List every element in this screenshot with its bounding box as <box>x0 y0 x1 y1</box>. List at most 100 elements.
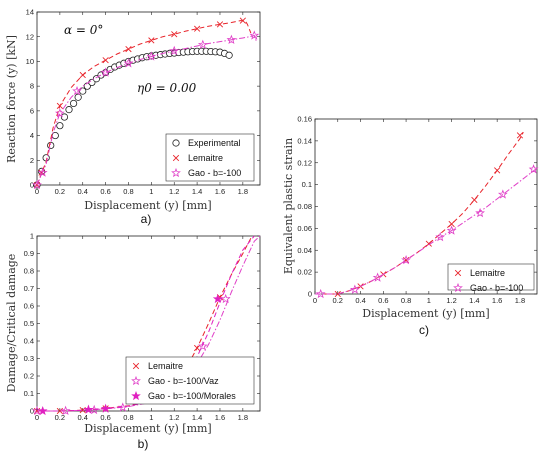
data-point-lemaitre <box>239 17 246 24</box>
x-tick-label: 1.4 <box>192 187 202 196</box>
x-tick-label: 1.6 <box>492 296 502 305</box>
legend-marker-gao-b-100 <box>453 282 463 293</box>
data-point-experimental <box>69 99 78 108</box>
data-point-experimental <box>65 106 73 114</box>
x-tick-label: 1.2 <box>169 187 179 196</box>
data-point-lemaitre <box>193 344 201 352</box>
series-line-gao-b-100 <box>315 167 538 295</box>
data-point-gao-b-100 <box>100 67 111 77</box>
legend-label-gao-b-100-vaz: Gao - b=-100/Vaz <box>148 376 219 386</box>
series-line-gao-b-100 <box>36 34 258 186</box>
data-point-experimental <box>47 141 55 150</box>
data-point-lemaitre <box>171 31 178 38</box>
x-tick-label: 1.2 <box>169 413 179 422</box>
y-tick-label: 4 <box>30 131 34 140</box>
y-tick-label: 0.08 <box>297 202 312 211</box>
x-tick-label: 0.2 <box>333 296 343 305</box>
legend-marker-lemaitre <box>172 154 180 162</box>
y-tick-label: 14 <box>26 8 34 17</box>
data-point-lemaitre <box>494 167 501 174</box>
y-tick-label: 0.9 <box>24 249 34 258</box>
legend-marker-gao-b-100 <box>171 167 181 178</box>
legend-box-a <box>165 133 255 182</box>
data-point-gao-b-100-morales <box>83 404 94 414</box>
x-tick-label: 0.6 <box>378 296 388 305</box>
legend-label-lemaitre: Lemaitre <box>470 268 505 278</box>
series-line-lemaitre <box>36 20 252 186</box>
x-tick-label: 0.2 <box>55 187 65 196</box>
x-tick-label: 0 <box>313 296 317 305</box>
data-point-gao-b-100 <box>372 272 383 282</box>
y-tick-label: 0 <box>30 407 34 416</box>
x-axis-label-b: Displacement (y) [mm] <box>84 422 211 435</box>
y-tick-label: 0.02 <box>297 268 312 277</box>
data-point-lemaitre <box>216 21 224 28</box>
data-point-lemaitre <box>193 25 201 32</box>
data-point-lemaitre <box>79 71 86 79</box>
data-point-gao-b-100 <box>146 51 157 61</box>
y-tick-label: 0.1 <box>302 180 312 189</box>
y-tick-label: 0.1 <box>24 389 34 398</box>
data-point-gao-b-100 <box>54 108 65 118</box>
data-point-lemaitre <box>425 240 432 247</box>
data-point-experimental <box>56 122 64 130</box>
y-tick-label: 0.4 <box>24 337 34 346</box>
x-tick-label: 0.8 <box>123 413 133 422</box>
data-point-lemaitre <box>516 132 524 139</box>
annotation-alpha: α = 0° <box>64 23 103 37</box>
chart-a: 0 0.2 0.4 0.6 0.8 1 1.2 1.4 1.6 1.8 0 2 4 6 8 10 12 14 α … <box>5 8 261 226</box>
data-point-lemaitre <box>148 37 155 44</box>
legend-label-gao-b-100: Gao - b=-100 <box>188 168 241 178</box>
x-tick-label: 1 <box>427 296 431 305</box>
series-layer-a <box>32 17 260 190</box>
data-point-lemaitre <box>334 290 341 298</box>
y-tick-label: 0.5 <box>24 319 34 328</box>
y-tick-label: 0.16 <box>297 115 312 124</box>
data-point-gao-b-100 <box>37 167 48 177</box>
data-point-experimental <box>74 93 82 101</box>
x-tick-label: 1 <box>149 187 153 196</box>
series-layer-c <box>315 131 539 299</box>
legend-marker-lemaitre <box>454 269 462 277</box>
data-point-lemaitre <box>448 220 455 228</box>
y-tick-label: 0 <box>30 181 34 190</box>
legend-box-b <box>125 356 255 405</box>
y-axis-label-c: Equivalent plastic strain <box>282 138 295 274</box>
data-point-gao-b-100-morales <box>37 405 48 416</box>
y-tick-label: 0.7 <box>24 284 34 293</box>
chart-b: 0 0.2 0.4 0.6 0.8 1 1.2 1.4 1.6 1.8 0 0.1 0.2 0.3 0.4 0… <box>5 232 261 451</box>
y-tick-label: 8 <box>30 82 34 91</box>
legend-marker-experimental <box>172 139 180 147</box>
data-point-lemaitre <box>125 45 132 53</box>
x-axis-label-c: Displacement (y) [mm] <box>362 307 489 320</box>
data-point-gao-b-100 <box>446 225 457 235</box>
data-point-gao-b-100 <box>349 284 360 294</box>
data-point-lemaitre <box>56 102 63 110</box>
x-tick-label: 1.2 <box>446 296 456 305</box>
y-tick-label: 0.04 <box>297 246 312 255</box>
data-point-gao-b-100 <box>32 179 42 190</box>
x-tick-label: 1.8 <box>515 296 525 305</box>
x-tick-label: 0.4 <box>78 187 88 196</box>
data-point-lemaitre <box>56 407 63 415</box>
legend-label-gao-b-100: Gao - b=-100 <box>470 283 523 293</box>
x-tick-label: 0.8 <box>123 187 133 196</box>
y-axis-label-a: Reaction force (y) [kN] <box>5 35 18 163</box>
data-point-gao-b-100 <box>528 164 539 174</box>
x-tick-label: 0 <box>35 413 39 422</box>
data-point-gao-b-100 <box>497 189 508 199</box>
legend-a: Experimental Lemaitre Gao - b=-100 <box>165 133 255 182</box>
data-point-gao-b-100 <box>401 254 411 265</box>
y-tick-label: 2 <box>30 156 34 165</box>
y-tick-label: 0.6 <box>24 302 34 311</box>
y-tick-label: 0.3 <box>24 354 34 363</box>
data-point-gao-b-100 <box>315 288 326 299</box>
y-tick-label: 1 <box>30 232 34 241</box>
x-tick-label: 0 <box>35 187 39 196</box>
data-point-gao-b-100 <box>475 207 485 218</box>
x-tick-label: 1.6 <box>215 187 225 196</box>
data-point-lemaitre <box>102 57 109 64</box>
legend-marker-lemaitre <box>132 362 140 370</box>
legend-c: Lemaitre Gao - b=-100 <box>447 263 535 293</box>
